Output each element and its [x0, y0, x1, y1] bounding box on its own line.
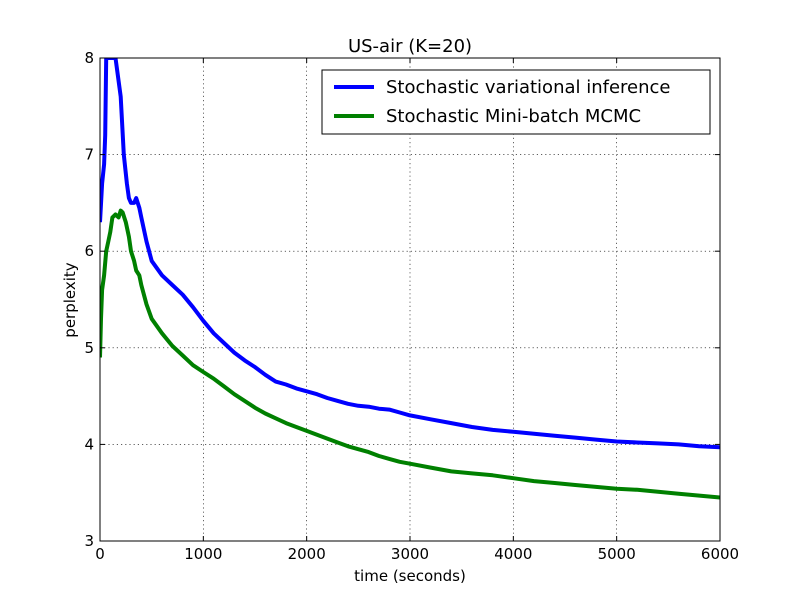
- legend: Stochastic variational inference Stochas…: [321, 69, 711, 135]
- y-tick-label: 7: [84, 146, 94, 164]
- y-tick-label: 4: [84, 435, 94, 453]
- y-tick-label: 3: [84, 532, 94, 550]
- legend-label-svi: Stochastic variational inference: [386, 77, 671, 98]
- x-tick-label: 3000: [391, 545, 429, 563]
- legend-box: [321, 69, 711, 135]
- y-tick-label: 5: [84, 339, 94, 357]
- legend-label-mcmc: Stochastic Mini-batch MCMC: [386, 106, 641, 127]
- ticks: 0 1000 2000 3000 4000 5000 6000 3 4 5 6 7 8: [84, 49, 739, 563]
- y-axis-label: perplexity: [61, 262, 79, 337]
- x-tick-label: 0: [95, 545, 105, 563]
- x-tick-label: 4000: [494, 545, 532, 563]
- x-tick-label: 1000: [184, 545, 222, 563]
- x-tick-label: 5000: [598, 545, 636, 563]
- series-layer: [100, 58, 720, 500]
- x-tick-label: 2000: [288, 545, 326, 563]
- x-axis-label: time (seconds): [354, 567, 466, 585]
- y-tick-label: 8: [84, 49, 94, 67]
- y-tick-label: 6: [84, 242, 94, 260]
- series-line-mcmc: [100, 208, 720, 500]
- series-line-svi: [100, 58, 720, 450]
- chart-title: US-air (K=20): [348, 36, 472, 57]
- x-tick-label: 6000: [701, 545, 739, 563]
